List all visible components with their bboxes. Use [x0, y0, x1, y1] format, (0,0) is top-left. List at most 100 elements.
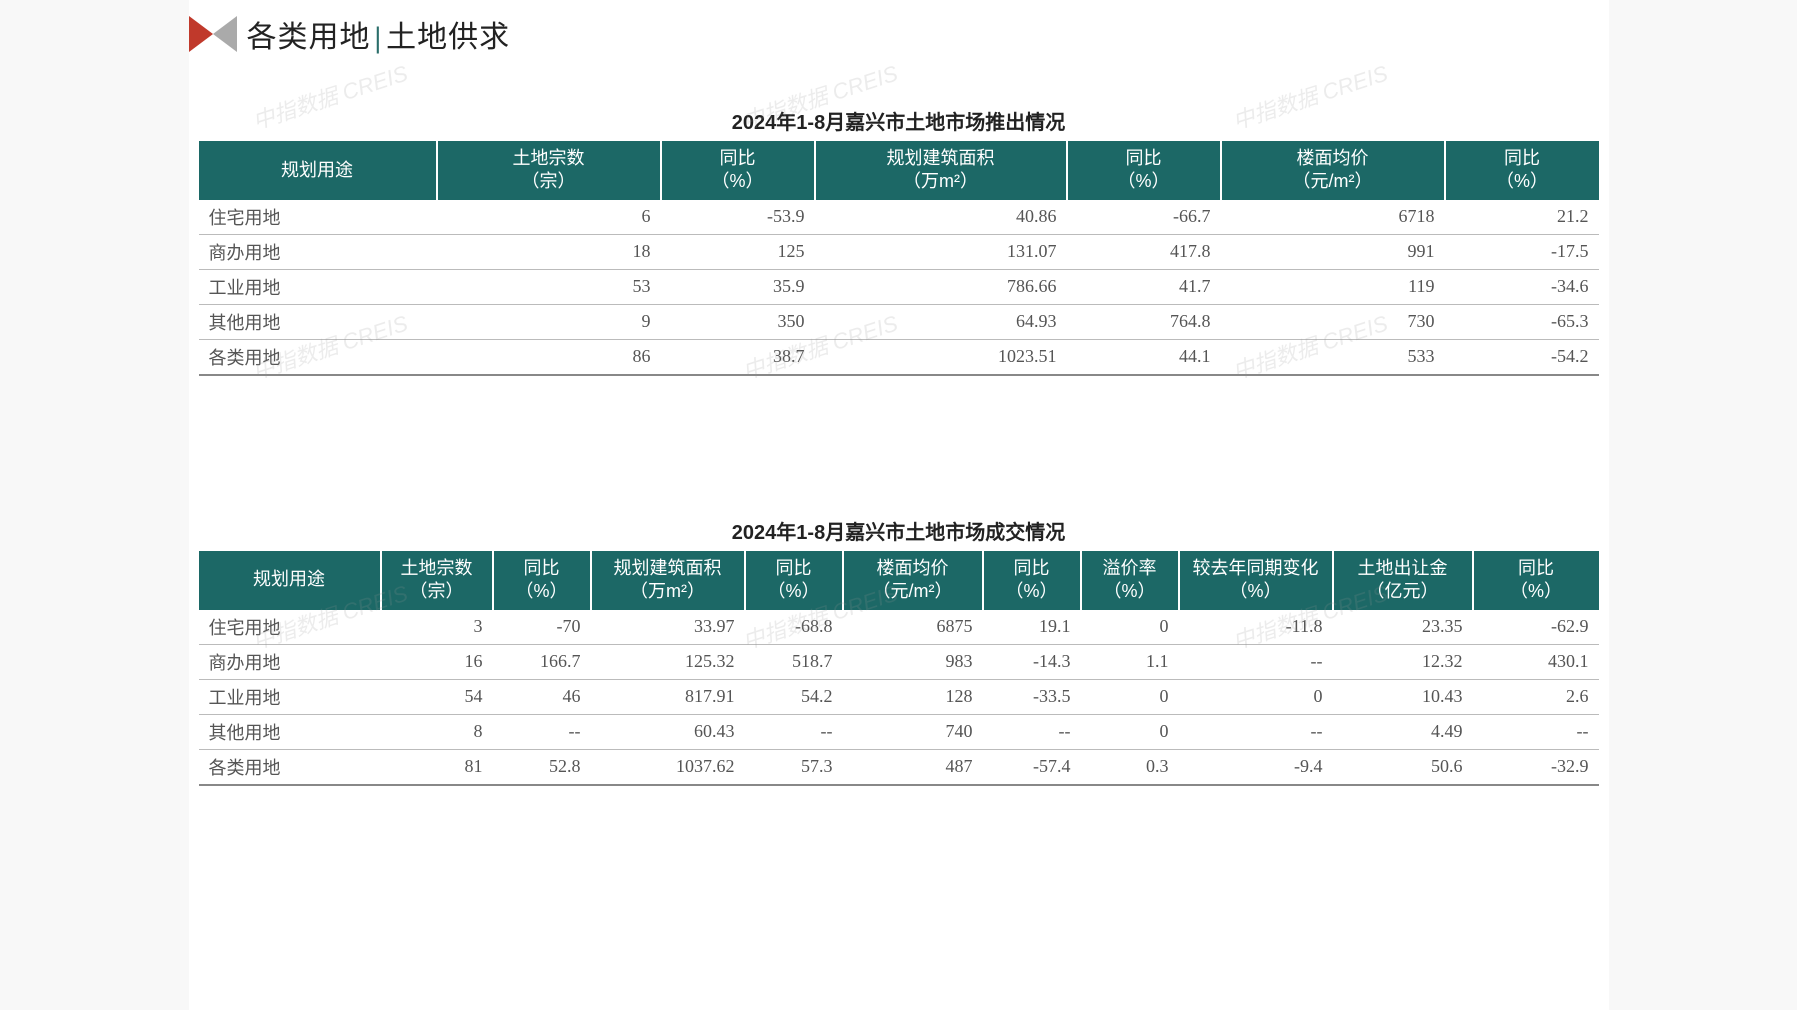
cell-value: 0	[1081, 610, 1179, 645]
table1-header-row: 规划用途土地宗数（宗）同比（%）规划建筑面积（万m²）同比（%）楼面均价（元/m…	[199, 141, 1599, 200]
cell-value: -11.8	[1179, 610, 1333, 645]
row-label: 住宅用地	[199, 610, 381, 645]
header: 各类用地|土地供求	[189, 0, 1609, 56]
cell-value: -65.3	[1445, 304, 1599, 339]
table-row: 商办用地18125131.07417.8991-17.5	[199, 234, 1599, 269]
cell-value: 786.66	[815, 269, 1067, 304]
cell-value: 0	[1081, 679, 1179, 714]
cell-value: -68.8	[745, 610, 843, 645]
cell-value: 33.97	[591, 610, 745, 645]
cell-value: 817.91	[591, 679, 745, 714]
cell-value: 12.32	[1333, 644, 1473, 679]
cell-value: 57.3	[745, 749, 843, 785]
cell-value: 44.1	[1067, 339, 1221, 375]
column-header: 土地宗数（宗）	[437, 141, 661, 200]
cell-value: -62.9	[1473, 610, 1599, 645]
cell-value: 64.93	[815, 304, 1067, 339]
cell-value: 125.32	[591, 644, 745, 679]
cell-value: 6718	[1221, 200, 1445, 235]
brand-logo-icon	[189, 16, 237, 52]
cell-value: 417.8	[1067, 234, 1221, 269]
cell-value: 3	[381, 610, 493, 645]
cell-value: 40.86	[815, 200, 1067, 235]
table1-block: 2024年1-8月嘉兴市土地市场推出情况 规划用途土地宗数（宗）同比（%）规划建…	[199, 106, 1599, 376]
row-label: 商办用地	[199, 234, 437, 269]
table1-title: 2024年1-8月嘉兴市土地市场推出情况	[199, 106, 1599, 135]
cell-value: 533	[1221, 339, 1445, 375]
title-part1: 各类用地	[247, 21, 371, 54]
cell-value: 4.49	[1333, 714, 1473, 749]
cell-value: 740	[843, 714, 983, 749]
column-header: 同比（%）	[1067, 141, 1221, 200]
table1-body: 住宅用地6-53.940.86-66.7671821.2商办用地18125131…	[199, 200, 1599, 375]
cell-value: 131.07	[815, 234, 1067, 269]
cell-value: -32.9	[1473, 749, 1599, 785]
cell-value: --	[1473, 714, 1599, 749]
cell-value: 38.7	[661, 339, 815, 375]
cell-value: 1.1	[1081, 644, 1179, 679]
table2-header-row: 规划用途土地宗数（宗）同比（%）规划建筑面积（万m²）同比（%）楼面均价（元/m…	[199, 551, 1599, 610]
column-header: 溢价率（%）	[1081, 551, 1179, 610]
cell-value: 6	[437, 200, 661, 235]
cell-value: 0	[1081, 714, 1179, 749]
table2-block: 2024年1-8月嘉兴市土地市场成交情况 规划用途土地宗数（宗）同比（%）规划建…	[199, 516, 1599, 786]
cell-value: 487	[843, 749, 983, 785]
cell-value: 350	[661, 304, 815, 339]
table-row: 住宅用地6-53.940.86-66.7671821.2	[199, 200, 1599, 235]
column-header: 规划建筑面积（万m²）	[815, 141, 1067, 200]
cell-value: 54.2	[745, 679, 843, 714]
column-header: 楼面均价（元/m²）	[1221, 141, 1445, 200]
cell-value: 21.2	[1445, 200, 1599, 235]
cell-value: 764.8	[1067, 304, 1221, 339]
table2: 规划用途土地宗数（宗）同比（%）规划建筑面积（万m²）同比（%）楼面均价（元/m…	[199, 551, 1599, 786]
cell-value: 730	[1221, 304, 1445, 339]
cell-value: 983	[843, 644, 983, 679]
cell-value: -53.9	[661, 200, 815, 235]
cell-value: 10.43	[1333, 679, 1473, 714]
cell-value: --	[1179, 714, 1333, 749]
column-header: 土地出让金（亿元）	[1333, 551, 1473, 610]
title-part2: 土地供求	[386, 21, 510, 54]
table-row: 住宅用地3-7033.97-68.8687519.10-11.823.35-62…	[199, 610, 1599, 645]
column-header: 同比（%）	[661, 141, 815, 200]
column-header: 规划建筑面积（万m²）	[591, 551, 745, 610]
cell-value: 0	[1179, 679, 1333, 714]
table1: 规划用途土地宗数（宗）同比（%）规划建筑面积（万m²）同比（%）楼面均价（元/m…	[199, 141, 1599, 376]
cell-value: 6875	[843, 610, 983, 645]
column-header: 楼面均价（元/m²）	[843, 551, 983, 610]
cell-value: --	[1179, 644, 1333, 679]
row-label: 工业用地	[199, 269, 437, 304]
row-label: 商办用地	[199, 644, 381, 679]
row-label: 其他用地	[199, 304, 437, 339]
table-row: 其他用地8--60.43--740--0--4.49--	[199, 714, 1599, 749]
cell-value: 46	[493, 679, 591, 714]
cell-value: 9	[437, 304, 661, 339]
table-row: 工业用地5335.9786.6641.7119-34.6	[199, 269, 1599, 304]
cell-value: 19.1	[983, 610, 1081, 645]
row-label: 各类用地	[199, 339, 437, 375]
cell-value: 991	[1221, 234, 1445, 269]
column-header: 同比（%）	[1473, 551, 1599, 610]
cell-value: 430.1	[1473, 644, 1599, 679]
column-header: 土地宗数（宗）	[381, 551, 493, 610]
cell-value: 81	[381, 749, 493, 785]
table-row: 商办用地16166.7125.32518.7983-14.31.1--12.32…	[199, 644, 1599, 679]
slide-container: 各类用地|土地供求 中指数据 CREIS中指数据 CREIS中指数据 CREIS…	[189, 0, 1609, 1010]
cell-value: --	[745, 714, 843, 749]
row-label: 工业用地	[199, 679, 381, 714]
cell-value: -54.2	[1445, 339, 1599, 375]
cell-value: -57.4	[983, 749, 1081, 785]
column-header: 规划用途	[199, 551, 381, 610]
cell-value: 119	[1221, 269, 1445, 304]
column-header: 同比（%）	[983, 551, 1081, 610]
cell-value: -14.3	[983, 644, 1081, 679]
cell-value: -34.6	[1445, 269, 1599, 304]
column-header: 较去年同期变化（%）	[1179, 551, 1333, 610]
cell-value: 41.7	[1067, 269, 1221, 304]
column-header: 同比（%）	[745, 551, 843, 610]
page-title: 各类用地|土地供求	[247, 12, 511, 56]
cell-value: -33.5	[983, 679, 1081, 714]
cell-value: --	[493, 714, 591, 749]
table-row: 各类用地8152.81037.6257.3487-57.40.3-9.450.6…	[199, 749, 1599, 785]
cell-value: 23.35	[1333, 610, 1473, 645]
